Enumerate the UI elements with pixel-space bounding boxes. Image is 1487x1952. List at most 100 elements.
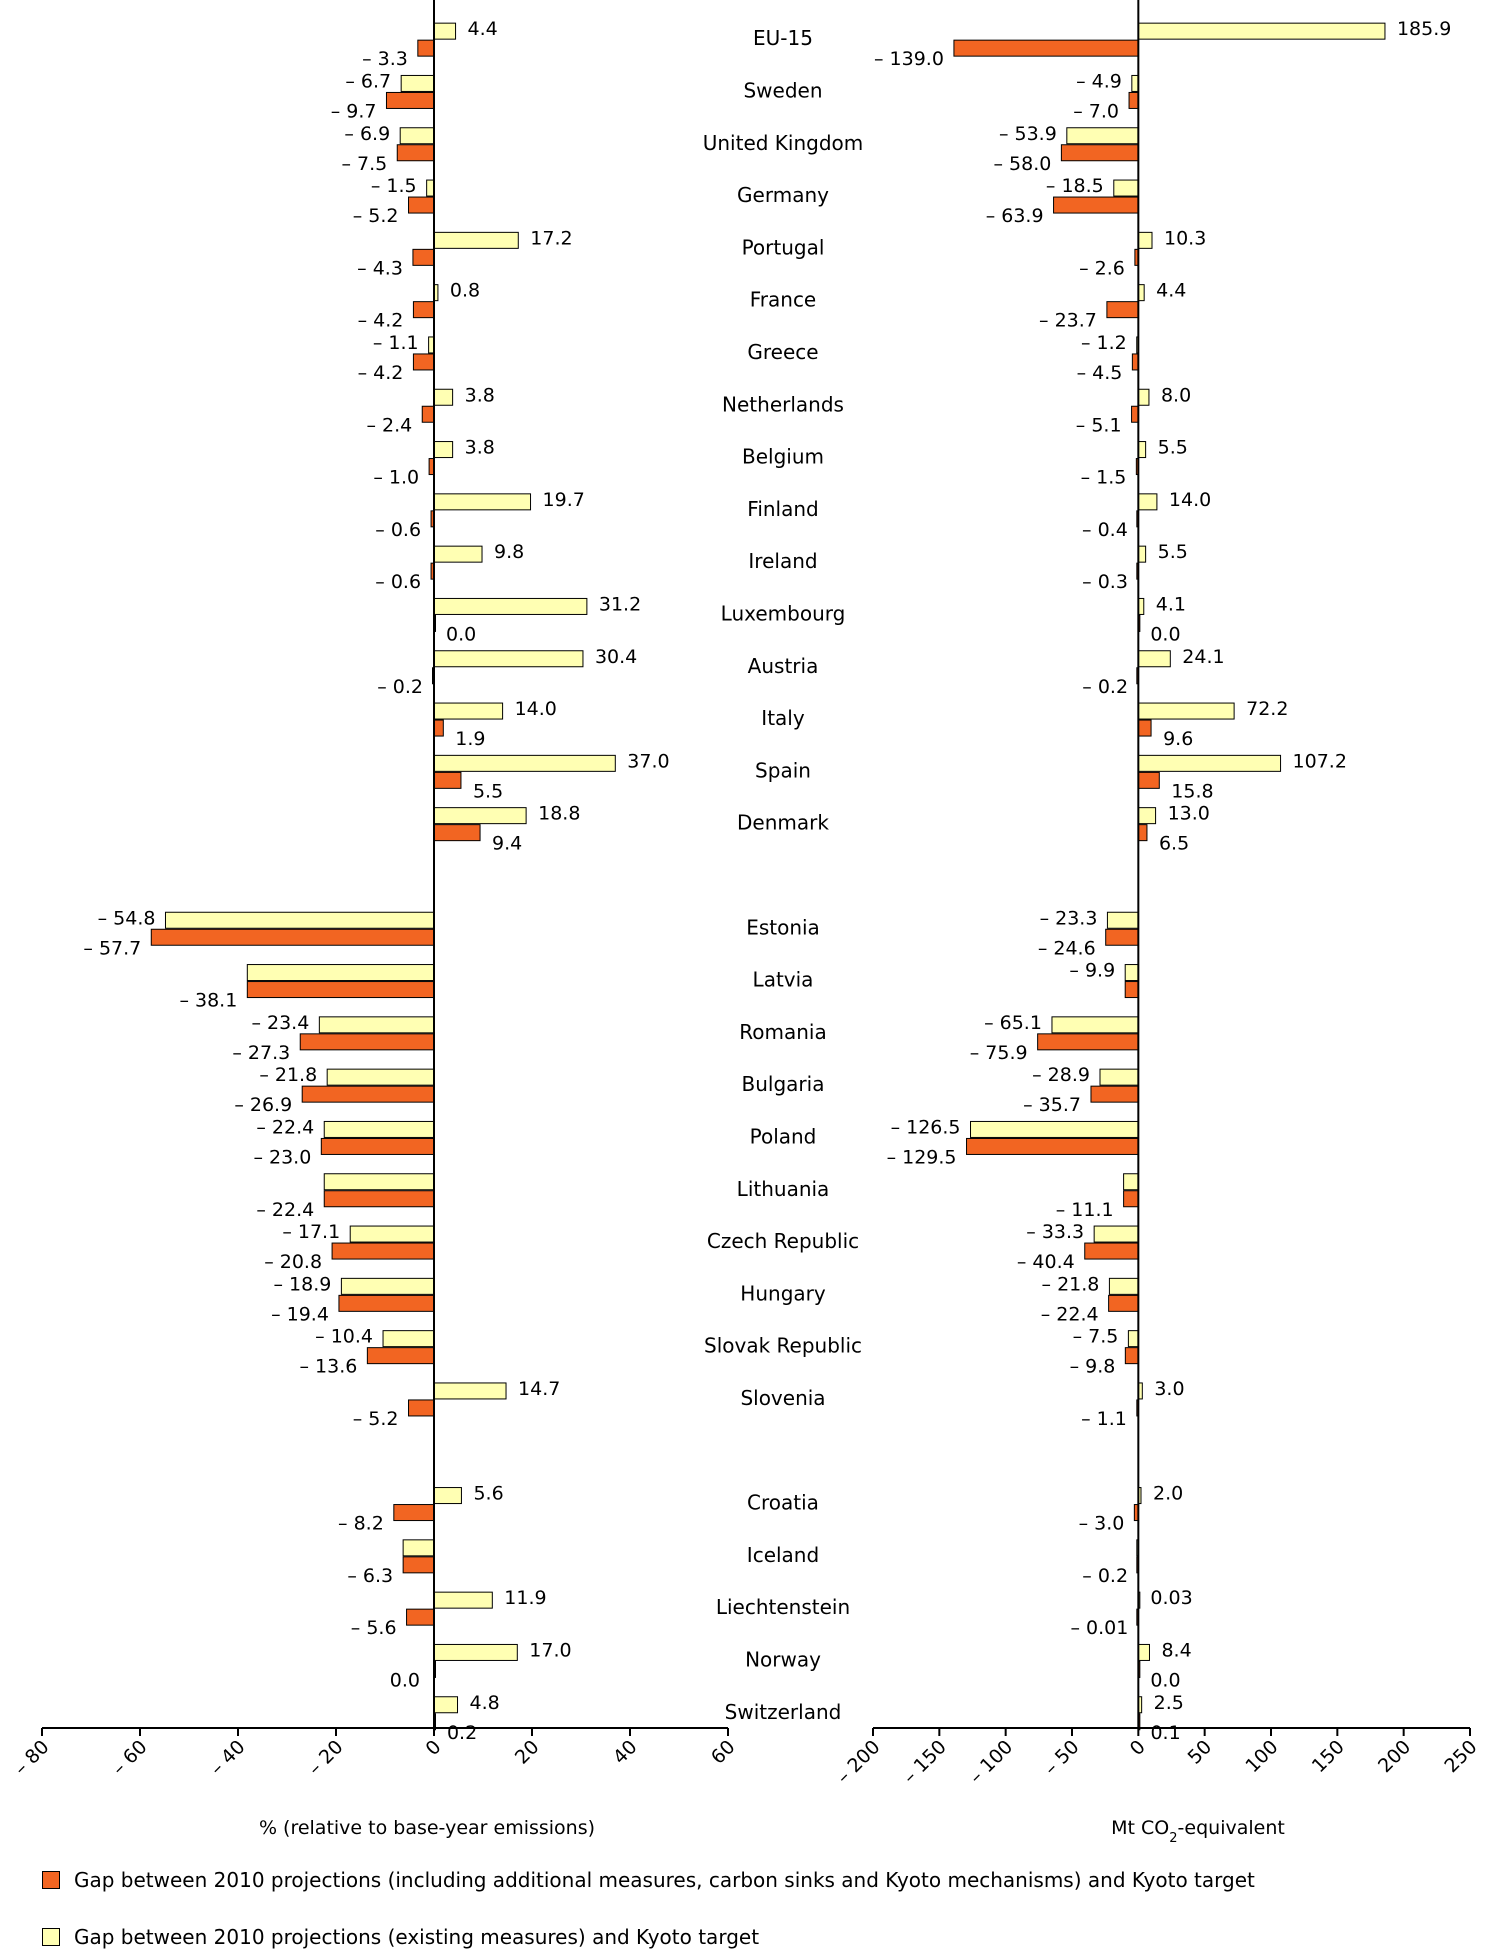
data-label-percent-additional: – 8.2	[338, 1513, 384, 1535]
country-label: Slovenia	[740, 1386, 825, 1410]
data-label-percent-additional: 0.0	[446, 623, 476, 645]
data-label-percent-additional: – 6.3	[347, 1565, 393, 1587]
legend-swatch-existing	[42, 1928, 60, 1946]
bar-percent-existing	[433, 702, 504, 720]
data-label-percent-existing: – 21.8	[259, 1064, 317, 1086]
bar-percent-additional	[323, 1190, 435, 1208]
legend-label-additional: Gap between 2010 projections (including …	[74, 1868, 1255, 1892]
bar-percent-additional	[406, 1608, 435, 1626]
data-label-percent-existing: – 18.9	[274, 1273, 332, 1295]
x-tick-label-percent: – 80	[10, 1736, 54, 1780]
data-label-mt-existing: 3.0	[1154, 1378, 1184, 1400]
bar-mt-additional	[1106, 301, 1139, 319]
data-label-mt-existing: 185.9	[1397, 18, 1451, 40]
bar-percent-existing	[433, 231, 519, 249]
bar-mt-existing	[1137, 702, 1235, 720]
bar-percent-existing	[340, 1277, 435, 1295]
data-label-mt-additional: – 23.7	[1039, 310, 1097, 332]
x-tick-label-mt: – 150	[899, 1736, 951, 1788]
data-label-percent-existing: – 1.1	[373, 332, 419, 354]
data-label-mt-additional: – 0.2	[1082, 1565, 1128, 1587]
bar-percent-additional	[433, 771, 462, 789]
data-label-percent-additional: – 23.0	[253, 1146, 311, 1168]
data-label-mt-additional: – 5.1	[1076, 414, 1122, 436]
country-label: Croatia	[747, 1491, 819, 1515]
bar-mt-additional	[1124, 1347, 1139, 1365]
data-label-mt-additional: – 11.1	[1056, 1199, 1114, 1221]
data-label-mt-additional: – 0.2	[1082, 676, 1128, 698]
data-label-percent-existing: – 1.5	[371, 175, 417, 197]
bar-mt-existing	[1137, 1643, 1150, 1661]
data-label-mt-existing: – 65.1	[984, 1012, 1042, 1034]
x-tick-label-mt: – 50	[1040, 1736, 1084, 1780]
data-label-mt-additional: – 4.5	[1077, 362, 1123, 384]
country-label: Slovak Republic	[704, 1334, 862, 1358]
bar-percent-existing	[433, 1643, 518, 1661]
data-label-percent-additional: – 5.2	[353, 1408, 399, 1430]
data-label-mt-existing: 13.0	[1168, 803, 1210, 825]
bar-mt-existing	[1099, 1068, 1139, 1086]
x-tick-label-percent: 60	[707, 1736, 740, 1769]
bar-mt-additional	[1084, 1242, 1139, 1260]
x-tick-label-mt: 0	[1126, 1736, 1150, 1760]
data-label-percent-existing: 17.2	[530, 227, 572, 249]
bar-mt-additional	[1137, 824, 1148, 842]
data-label-mt-additional: – 9.8	[1070, 1356, 1116, 1378]
country-label: Denmark	[737, 811, 829, 835]
bar-percent-existing	[433, 1382, 507, 1400]
x-tick-label-mt: 200	[1374, 1736, 1415, 1777]
country-label: Sweden	[743, 78, 822, 102]
data-label-mt-additional: – 129.5	[887, 1146, 957, 1168]
data-label-percent-additional: – 4.2	[358, 310, 404, 332]
data-label-mt-additional: – 139.0	[874, 48, 944, 70]
bar-percent-additional	[417, 39, 435, 57]
bar-percent-existing	[433, 545, 483, 563]
data-label-percent-existing: 18.8	[538, 803, 580, 825]
bar-percent-additional	[338, 1294, 435, 1312]
data-label-percent-existing: 17.0	[529, 1639, 571, 1661]
bar-percent-existing	[433, 493, 532, 511]
data-label-percent-existing: 14.7	[518, 1378, 560, 1400]
country-label: Czech Republic	[707, 1229, 859, 1253]
data-label-mt-additional: – 75.9	[970, 1042, 1028, 1064]
data-label-percent-existing: 5.6	[473, 1483, 503, 1505]
bar-percent-existing	[433, 388, 454, 406]
bar-mt-additional	[966, 1137, 1139, 1155]
country-label: Hungary	[740, 1281, 826, 1305]
legend-item-existing: Gap between 2010 projections (existing m…	[42, 1925, 759, 1949]
country-label: Switzerland	[725, 1700, 842, 1724]
x-tick-label-mt: 150	[1308, 1736, 1349, 1777]
data-label-percent-additional: 1.9	[455, 728, 485, 750]
bar-percent-existing	[433, 22, 457, 40]
bar-percent-additional	[412, 301, 435, 319]
data-label-mt-existing: – 4.9	[1076, 70, 1122, 92]
data-label-mt-additional: – 58.0	[994, 153, 1052, 175]
data-label-percent-additional: 9.4	[492, 833, 522, 855]
x-tick-label-percent: 0	[421, 1736, 445, 1760]
bar-percent-additional	[320, 1137, 435, 1155]
bar-mt-existing	[1123, 1173, 1139, 1191]
bar-percent-additional	[421, 405, 435, 423]
data-label-percent-existing: 4.4	[468, 18, 498, 40]
data-label-percent-additional: – 5.6	[351, 1617, 397, 1639]
bar-mt-existing	[970, 1120, 1139, 1138]
x-tick-label-mt: 100	[1241, 1736, 1282, 1777]
country-label: Poland	[750, 1124, 817, 1148]
data-label-percent-existing: 31.2	[599, 593, 641, 615]
bar-percent-existing	[246, 964, 435, 982]
data-label-mt-additional: – 2.6	[1079, 257, 1125, 279]
country-label: Liechtenstein	[716, 1595, 850, 1619]
data-label-percent-additional: 5.5	[473, 780, 503, 802]
bar-percent-additional	[433, 719, 444, 737]
bar-percent-additional	[301, 1085, 435, 1103]
bar-mt-existing	[1137, 754, 1282, 772]
country-label: Bulgaria	[742, 1072, 825, 1096]
data-label-mt-additional: 9.6	[1163, 728, 1193, 750]
data-label-percent-additional: – 0.6	[375, 571, 421, 593]
bar-percent-existing	[323, 1120, 435, 1138]
country-label: EU-15	[753, 26, 813, 50]
data-label-percent-existing: – 10.4	[315, 1326, 373, 1348]
data-label-mt-existing: 4.1	[1156, 593, 1186, 615]
country-label: Luxembourg	[721, 601, 846, 625]
data-label-mt-existing: – 7.5	[1073, 1326, 1119, 1348]
